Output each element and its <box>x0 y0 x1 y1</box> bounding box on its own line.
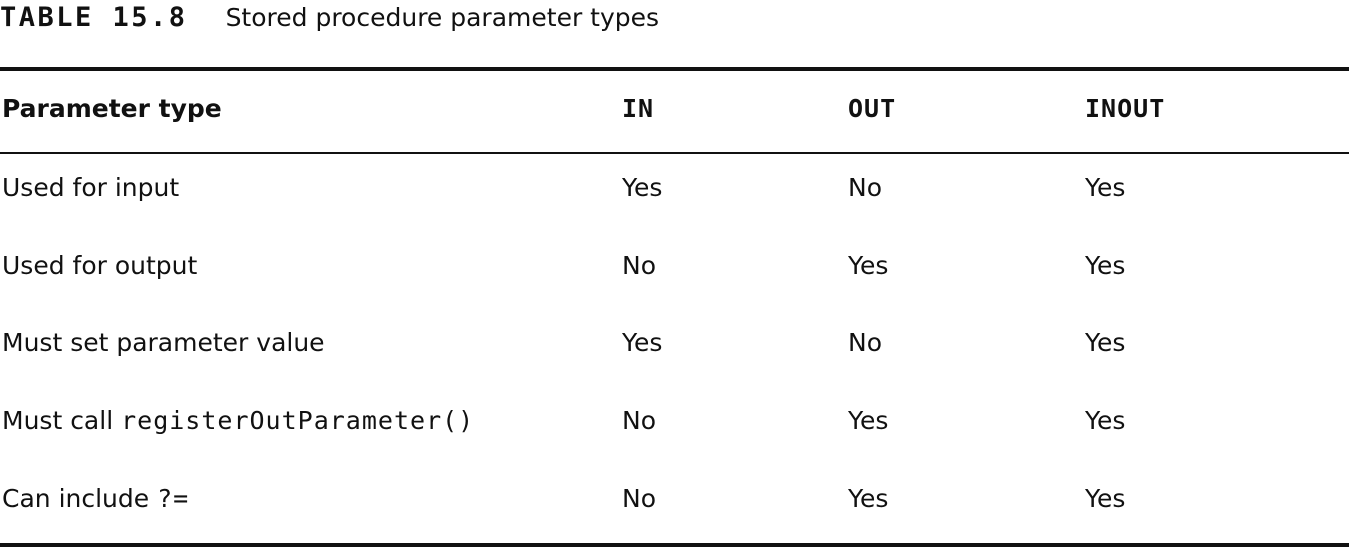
top-rule <box>0 67 1349 71</box>
table-number: TABLE 15.8 <box>0 1 188 33</box>
cell-out: Yes <box>848 406 889 435</box>
row-label: Must set parameter value <box>2 328 325 358</box>
row-label: Must call registerOutParameter() <box>2 406 474 436</box>
cell-out: Yes <box>848 484 889 513</box>
table-title: Stored procedure parameter types <box>225 2 660 32</box>
cell-in: No <box>622 251 656 280</box>
row-label-text: Must call <box>2 406 122 435</box>
row-label-text: Used for input <box>2 173 180 202</box>
header-inout: INOUT <box>1085 94 1166 123</box>
cell-inout: Yes <box>1085 484 1126 513</box>
cell-out: No <box>848 328 882 357</box>
cell-in: No <box>622 406 656 435</box>
header-parameter-type: Parameter type <box>2 94 222 123</box>
cell-in: Yes <box>622 328 663 357</box>
row-label: Used for output <box>2 251 197 281</box>
row-label: Can include ?= <box>2 484 189 514</box>
cell-inout: Yes <box>1085 328 1126 357</box>
row-label-text: Used for output <box>2 251 198 280</box>
row-label-text: Can include <box>2 484 158 513</box>
row-label-code: registerOutParameter() <box>121 406 475 435</box>
cell-in: No <box>622 484 656 513</box>
header-rule <box>0 152 1349 154</box>
bottom-rule <box>0 543 1349 547</box>
header-in: IN <box>622 94 655 123</box>
row-label-code: ?= <box>157 484 190 513</box>
cell-out: No <box>848 173 882 202</box>
cell-inout: Yes <box>1085 406 1126 435</box>
row-label-text: Must set parameter value <box>2 328 325 357</box>
header-out: OUT <box>848 94 897 123</box>
cell-inout: Yes <box>1085 251 1126 280</box>
cell-out: Yes <box>848 251 889 280</box>
row-label: Used for input <box>2 173 179 203</box>
cell-in: Yes <box>622 173 663 202</box>
table-caption: TABLE 15.8 Stored procedure parameter ty… <box>0 0 659 34</box>
cell-inout: Yes <box>1085 173 1126 202</box>
